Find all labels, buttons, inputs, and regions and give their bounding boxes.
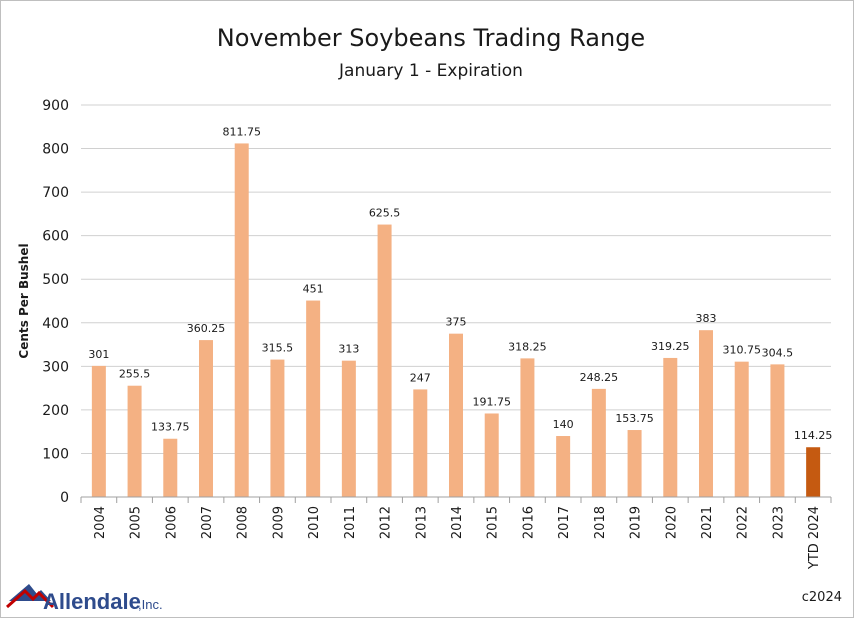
x-tick-label: 2016	[521, 506, 536, 539]
x-tick-label: 2004	[93, 506, 108, 539]
data-label: 451	[303, 283, 324, 296]
data-label: 301	[88, 348, 109, 361]
bar	[413, 389, 428, 497]
x-tick-label: 2011	[343, 506, 358, 539]
data-label: 310.75	[722, 344, 761, 357]
bar	[449, 333, 463, 497]
bar	[234, 143, 249, 497]
allendale-mountain-logo-icon	[6, 584, 55, 609]
data-label: 140	[553, 418, 574, 431]
bar	[734, 361, 749, 497]
data-label: 304.5	[762, 346, 794, 359]
bar	[270, 359, 285, 497]
data-labels: 301 255.5 133.75 360.25 811.75 315.5 451 313 625…	[88, 125, 832, 442]
data-label: 191.75	[472, 395, 511, 408]
x-tick-label: 2015	[486, 506, 501, 539]
data-label: 383	[696, 312, 717, 325]
y-tick-label: 900	[42, 98, 69, 114]
bar	[163, 438, 178, 497]
allendale-logo: Allendale ,Inc.	[6, 584, 163, 614]
x-tick-label: 2010	[307, 506, 322, 539]
y-tick-label: 100	[42, 446, 69, 462]
x-tick-label: 2007	[200, 506, 215, 539]
x-tick-label: 2014	[450, 506, 465, 539]
y-tick-label: 300	[42, 359, 69, 375]
bar	[770, 364, 785, 497]
data-label: 319.25	[651, 340, 690, 353]
x-tick-label: YTD 2024	[807, 506, 822, 570]
x-tick-label: 2021	[700, 506, 715, 539]
bar	[127, 385, 142, 497]
data-label: 153.75	[615, 412, 654, 425]
x-tick-label: 2018	[593, 506, 608, 539]
y-tick-label: 500	[42, 272, 69, 288]
y-tick-label: 600	[42, 229, 69, 245]
data-label: 625.5	[369, 207, 401, 220]
y-tick-label: 400	[42, 316, 69, 332]
data-label: 315.5	[262, 342, 294, 355]
data-label: 247	[410, 371, 431, 384]
bar	[199, 340, 213, 497]
bar	[484, 413, 499, 497]
x-tick-label: 2009	[271, 506, 286, 539]
y-axis-label: Cents Per Bushel	[17, 243, 31, 358]
data-label: 133.75	[151, 421, 190, 434]
bar	[663, 357, 678, 497]
y-tick-label: 700	[42, 185, 69, 201]
data-label: 248.25	[580, 371, 619, 384]
chart-title: November Soybeans Trading Range	[217, 24, 645, 52]
bar	[91, 365, 106, 497]
x-tick-label: 2023	[771, 506, 786, 539]
bar	[520, 358, 535, 497]
x-tick-label: 2019	[629, 506, 644, 539]
x-tick-label: 2020	[664, 506, 679, 539]
bar	[556, 436, 571, 497]
axes: 0 100 200 300 400 500 600 700 800 900 2004 2005 2006…	[42, 98, 832, 570]
chart-subtitle: January 1 - Expiration	[338, 61, 523, 81]
bars	[91, 143, 821, 497]
x-tick-label: 2012	[379, 506, 394, 539]
bar	[591, 388, 606, 497]
y-tick-label: 200	[42, 403, 69, 419]
logo-name: Allendale	[43, 589, 141, 614]
logo-suffix: ,Inc.	[138, 597, 163, 612]
copyright-text: c2024	[802, 590, 842, 605]
x-tick-label: 2008	[236, 506, 251, 539]
x-tick-label: 2006	[164, 506, 179, 539]
bar	[341, 360, 356, 497]
data-label: 811.75	[222, 125, 261, 138]
y-tick-label: 0	[60, 490, 69, 506]
bar	[306, 300, 321, 497]
y-tick-label: 800	[42, 142, 69, 158]
bar	[377, 224, 392, 497]
data-label: 114.25	[794, 429, 833, 442]
bar	[806, 447, 821, 497]
data-label: 318.25	[508, 340, 547, 353]
bar	[627, 430, 642, 497]
data-label: 313	[338, 343, 359, 356]
data-label: 360.25	[187, 322, 226, 335]
x-tick-label: 2005	[129, 506, 144, 539]
data-label: 255.5	[119, 368, 151, 381]
x-tick-label: 2022	[736, 506, 751, 539]
x-tick-label: 2013	[414, 506, 429, 539]
data-label: 375	[446, 316, 467, 329]
x-tick-label: 2017	[557, 506, 572, 539]
bar	[699, 330, 713, 497]
